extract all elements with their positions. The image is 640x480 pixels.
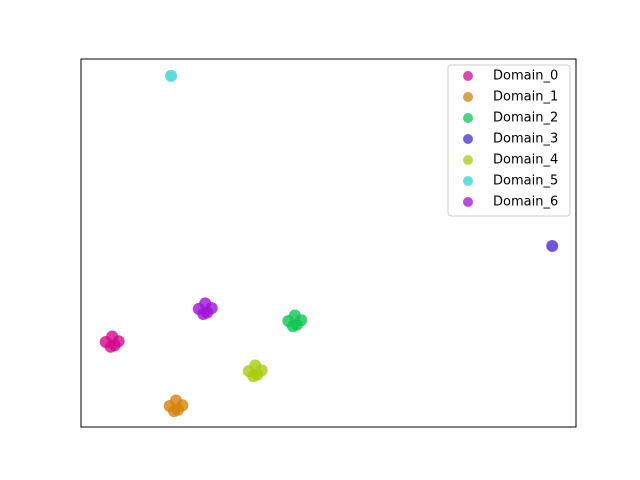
point — [290, 318, 303, 331]
legend-marker — [463, 134, 473, 144]
legend-marker — [463, 155, 473, 165]
point — [546, 239, 559, 252]
legend: Domain_0 Domain_1 Domain_2 Domain_3 Domain_4… — [447, 64, 571, 217]
points — [99, 69, 559, 418]
legend-label: Domain_1 — [493, 90, 558, 105]
legend-label: Domain_2 — [493, 111, 558, 126]
point — [251, 368, 264, 381]
point — [108, 339, 121, 352]
legend-label: Domain_6 — [493, 195, 558, 210]
legend-label: Domain_4 — [493, 153, 558, 168]
legend-marker — [463, 71, 473, 81]
point — [165, 69, 178, 82]
point — [172, 403, 185, 416]
legend-label: Domain_5 — [493, 174, 558, 189]
legend-box — [447, 64, 571, 217]
legend-label: Domain_0 — [493, 69, 558, 84]
legend-marker — [463, 113, 473, 123]
legend-marker — [463, 197, 473, 207]
legend-marker — [463, 176, 473, 186]
legend-label: Domain_3 — [493, 132, 558, 147]
point — [201, 306, 214, 319]
legend-marker — [463, 92, 473, 102]
